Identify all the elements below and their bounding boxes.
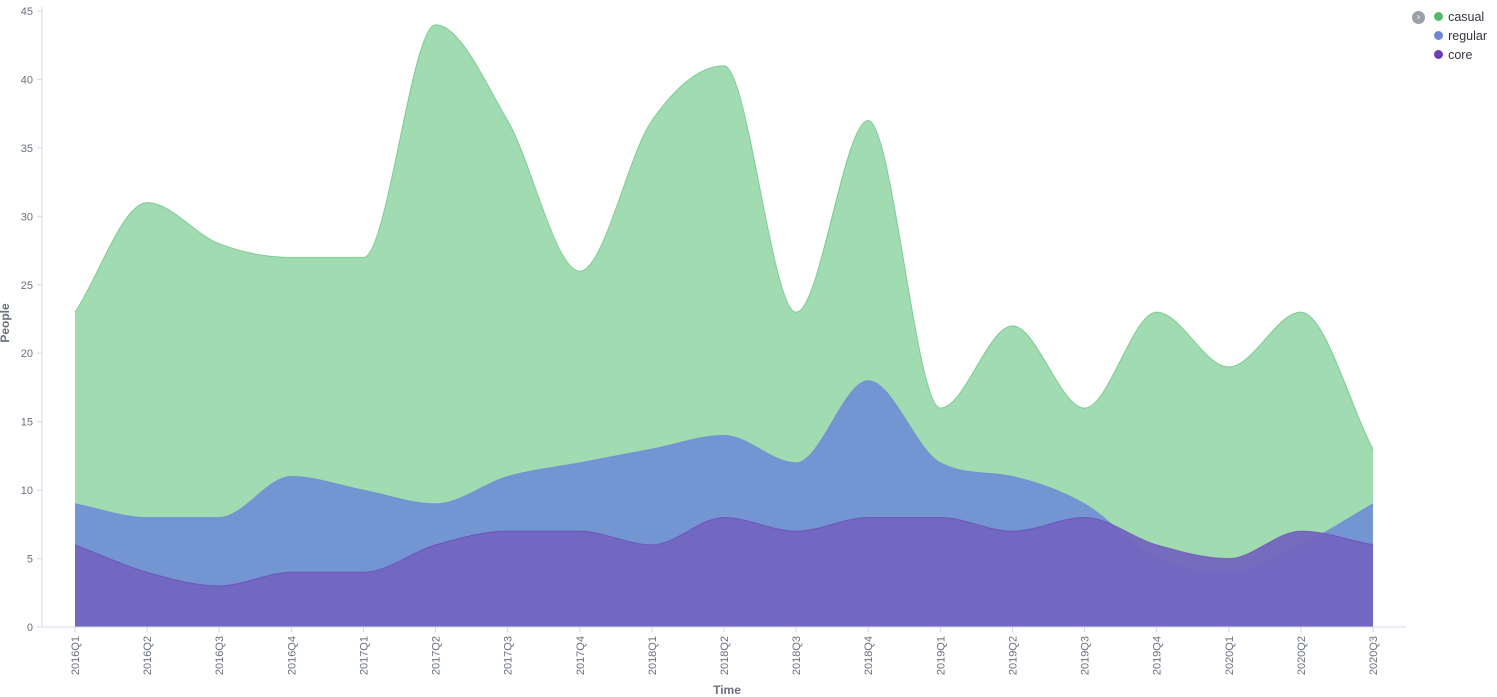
- x-tick-label: 2017Q4: [575, 636, 587, 675]
- line-core: [74, 516, 1374, 587]
- legend-label-core: core: [1448, 47, 1473, 62]
- x-axis-title: Time: [713, 683, 741, 697]
- legend-collapse-icon[interactable]: ›: [1412, 11, 1425, 24]
- x-tick-label: 2017Q2: [431, 636, 443, 675]
- legend-swatch-regular: [1434, 31, 1444, 40]
- x-tick-label: 2018Q4: [863, 636, 875, 675]
- x-tick-label: 2016Q2: [142, 636, 154, 675]
- x-tick-label: 2020Q2: [1296, 636, 1308, 675]
- x-tick-label: 2020Q1: [1224, 636, 1236, 675]
- x-tick-label: 2016Q4: [286, 636, 298, 675]
- legend-label-casual: casual: [1448, 9, 1485, 24]
- legend-item-core[interactable]: core: [1434, 45, 1487, 64]
- x-tick-label: 2016Q1: [70, 636, 82, 675]
- area-casual: [75, 24, 1373, 627]
- x-tick-label: 2016Q3: [214, 636, 226, 675]
- legend-item-casual[interactable]: casual: [1434, 7, 1487, 26]
- x-tick-label: 2019Q2: [1007, 636, 1019, 675]
- area-core: [75, 517, 1373, 627]
- y-tick-label: 5: [27, 554, 33, 566]
- legend-swatch-casual: [1434, 12, 1444, 21]
- x-tick-label: 2019Q1: [935, 636, 947, 675]
- y-tick-label: 10: [21, 485, 33, 497]
- y-tick-label: 40: [21, 74, 33, 86]
- legend-item-regular[interactable]: regular: [1434, 26, 1487, 45]
- y-tick-label: 15: [21, 417, 33, 429]
- chart-axes: 0 5 10 15 20 25 30 35 40 45 2016Q1 2016Q2 2016Q3 2016…: [21, 6, 1406, 675]
- x-tick-label: 2020Q3: [1368, 636, 1380, 675]
- x-tick-label: 2017Q3: [503, 636, 515, 675]
- legend: casual regular core: [1434, 7, 1487, 64]
- y-tick-label: 45: [21, 6, 33, 18]
- x-tick-label: 2018Q2: [719, 636, 731, 675]
- x-tick-label: 2018Q3: [791, 636, 803, 675]
- line-casual: [74, 24, 1374, 450]
- legend-swatch-core: [1434, 50, 1444, 59]
- y-tick-label: 35: [21, 143, 33, 155]
- y-axis-title: People: [0, 303, 12, 343]
- x-tick-label: 2019Q4: [1152, 636, 1164, 675]
- y-tick-label: 20: [21, 348, 33, 360]
- x-tick-label: 2018Q1: [647, 636, 659, 675]
- x-tick-label: 2019Q3: [1080, 636, 1092, 675]
- legend-label-regular: regular: [1448, 28, 1487, 43]
- y-tick-label: 0: [27, 622, 33, 634]
- chart-areas: [74, 24, 1374, 627]
- y-tick-label: 25: [21, 280, 33, 292]
- y-tick-label: 30: [21, 211, 33, 223]
- x-tick-label: 2017Q1: [358, 636, 370, 675]
